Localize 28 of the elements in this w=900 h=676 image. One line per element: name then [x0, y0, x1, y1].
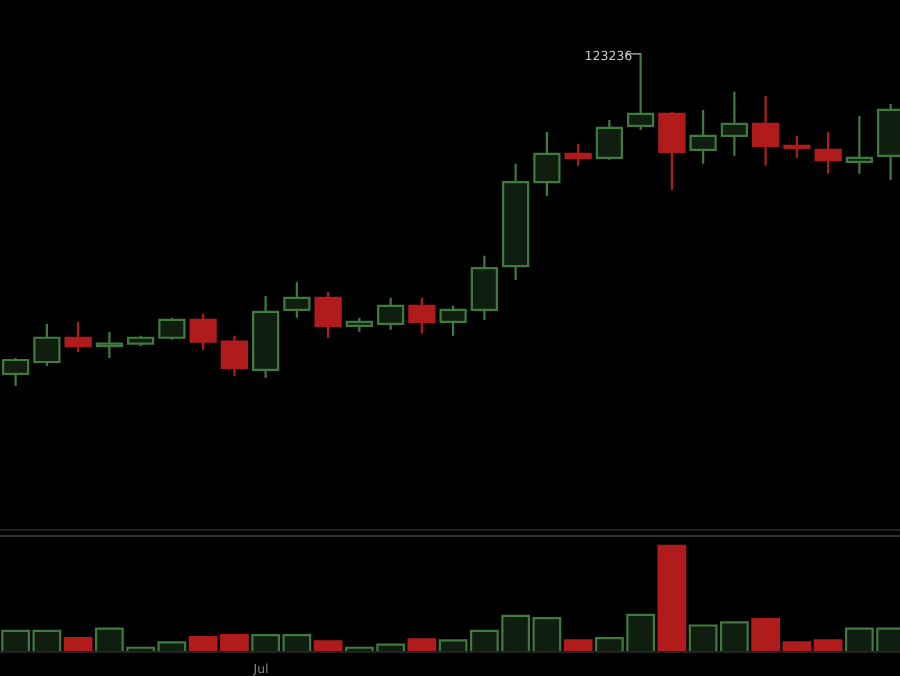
candlestick: [283, 280, 311, 319]
candlestick: [752, 94, 780, 167]
candlestick: [595, 118, 623, 161]
candlestick: [564, 142, 592, 167]
bar: [657, 544, 687, 652]
candlestick: [720, 90, 748, 157]
candlestick: [408, 296, 436, 335]
candlestick: [220, 334, 248, 378]
bar: [63, 637, 93, 652]
candlestick: [64, 320, 92, 354]
candlestick: [470, 254, 498, 321]
bar: [313, 640, 343, 652]
candlestick: [783, 134, 811, 159]
candlestick: [814, 130, 842, 175]
candlestick: [689, 108, 717, 165]
candlestick: [33, 322, 61, 368]
candlestick: [158, 316, 186, 341]
candlestick: [189, 312, 217, 352]
candlestick: [95, 330, 123, 360]
candlestick: [439, 304, 467, 337]
bar: [407, 638, 437, 652]
candlestick: [658, 110, 686, 192]
candlestick: [845, 114, 873, 175]
candlestick: [533, 130, 561, 198]
candlestick: [314, 290, 342, 339]
bar: [563, 639, 593, 652]
candlestick: [2, 356, 30, 387]
candlestick: [377, 296, 405, 331]
